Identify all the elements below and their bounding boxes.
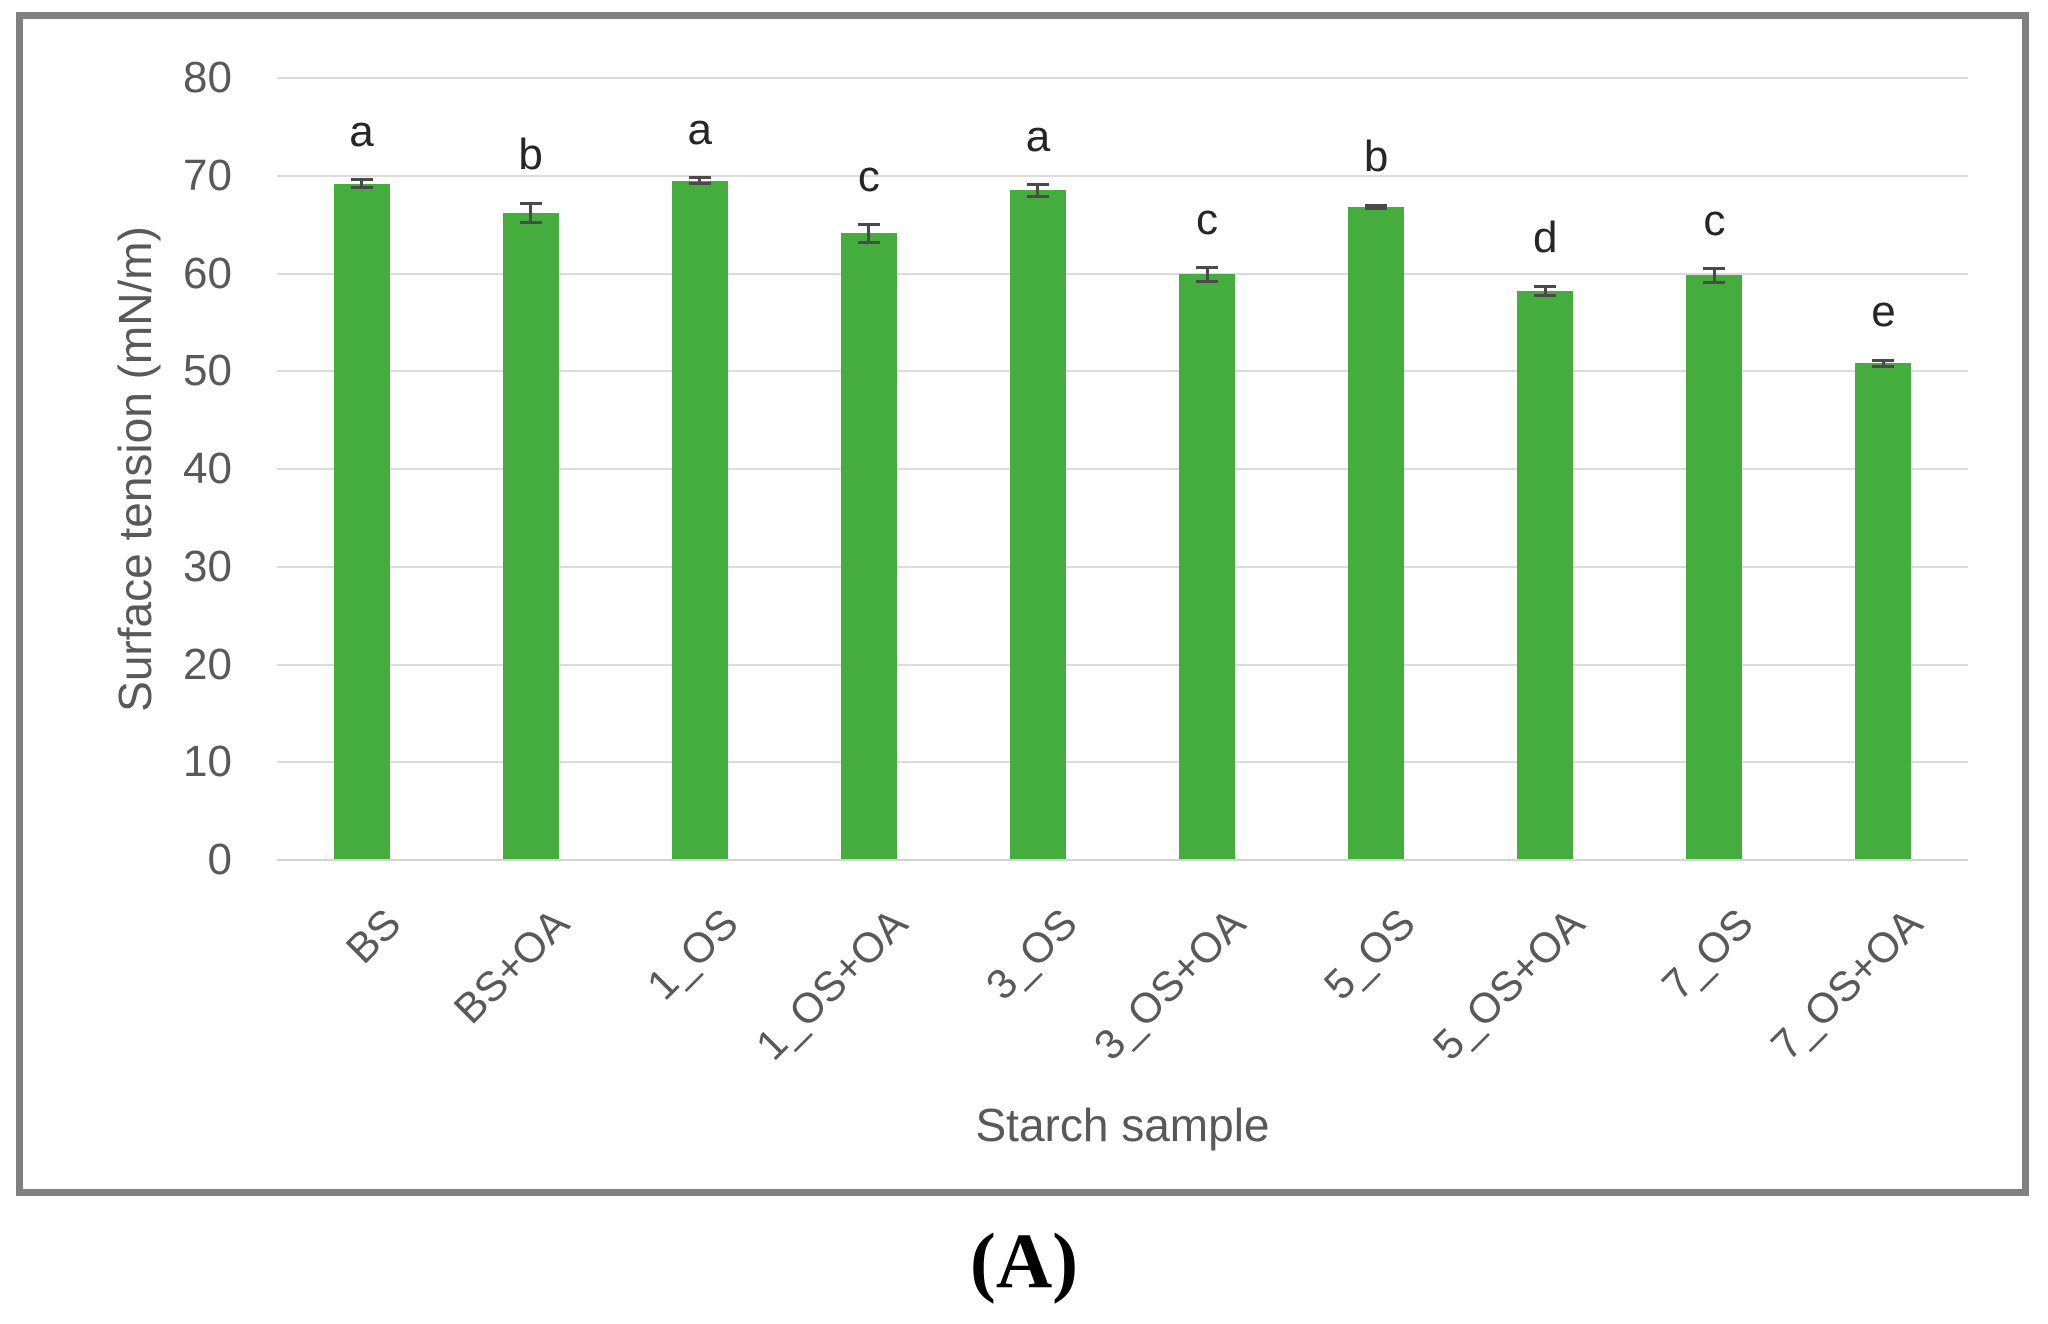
error-bar — [360, 179, 364, 188]
significance-letter: c — [1196, 194, 1219, 244]
x-axis-title: Starch sample — [975, 1099, 1270, 1151]
error-bar — [1205, 267, 1209, 282]
significance-letter: c — [1703, 195, 1726, 245]
error-bar — [529, 203, 533, 223]
significance-letter: a — [1025, 111, 1051, 161]
bar — [333, 183, 390, 860]
error-bar-cap — [1534, 294, 1557, 298]
gridline — [277, 370, 1968, 373]
y-tick-label: 80 — [183, 53, 232, 102]
significance-letter: a — [349, 106, 374, 156]
error-bar-cap — [1196, 279, 1219, 283]
error-bar-cap — [350, 178, 373, 182]
error-bar-cap — [1872, 358, 1895, 362]
error-bar-cap — [1196, 266, 1219, 270]
y-tick-label: 40 — [183, 444, 232, 493]
bar — [1179, 274, 1236, 860]
significance-letter: b — [518, 130, 543, 180]
bar — [1348, 207, 1405, 860]
error-bar-cap — [1703, 280, 1726, 284]
error-bar-cap — [1703, 267, 1726, 271]
error-bar — [867, 224, 871, 243]
bar — [1009, 190, 1066, 860]
significance-letter: b — [1363, 132, 1389, 182]
y-tick-label: 20 — [183, 639, 232, 689]
bar — [1517, 291, 1574, 860]
y-tick-label: 0 — [207, 835, 232, 884]
y-tick-label: 30 — [183, 541, 232, 591]
gridline — [277, 761, 1968, 764]
bar — [1686, 275, 1743, 860]
bar — [671, 180, 728, 860]
error-bar-cap — [519, 201, 542, 205]
error-bar-cap — [857, 223, 880, 227]
error-bar — [1543, 286, 1547, 296]
error-bar-cap — [519, 221, 542, 225]
y-tick-label: 70 — [183, 150, 232, 200]
error-bar-cap — [688, 182, 711, 186]
error-bar-cap — [1026, 183, 1049, 187]
error-bar — [1881, 360, 1885, 367]
y-tick-label: 50 — [183, 346, 232, 396]
significance-letter: e — [1871, 287, 1896, 337]
error-bar-cap — [857, 240, 880, 244]
x-axis-line — [277, 859, 1968, 861]
bar — [840, 233, 897, 860]
error-bar-cap — [688, 176, 711, 180]
gridline — [277, 77, 1968, 79]
gridline — [277, 468, 1968, 470]
bar — [1855, 363, 1912, 860]
error-bar — [1374, 205, 1378, 209]
error-bar-cap — [1534, 284, 1557, 288]
error-bar-cap — [1026, 194, 1049, 198]
gridline — [277, 663, 1968, 666]
y-tick-label: 10 — [183, 737, 232, 787]
error-bar-cap — [1872, 364, 1895, 368]
significance-letter: c — [857, 151, 880, 201]
panel-label: (A) — [969, 1217, 1079, 1304]
gridline — [277, 565, 1968, 568]
bar — [502, 212, 559, 860]
gridline — [277, 174, 1968, 177]
error-bar-cap — [350, 185, 373, 189]
error-bar — [1036, 184, 1040, 197]
significance-letter: a — [687, 104, 712, 154]
gridline — [277, 272, 1968, 275]
plot-area: a b a c a c b d c e — [277, 77, 1968, 861]
error-bar-cap — [1365, 203, 1388, 207]
error-bar-cap — [1365, 207, 1388, 211]
y-tick-label: 60 — [183, 248, 232, 298]
error-bar — [1712, 268, 1716, 283]
error-bar — [698, 177, 702, 184]
significance-letter: d — [1533, 213, 1558, 263]
